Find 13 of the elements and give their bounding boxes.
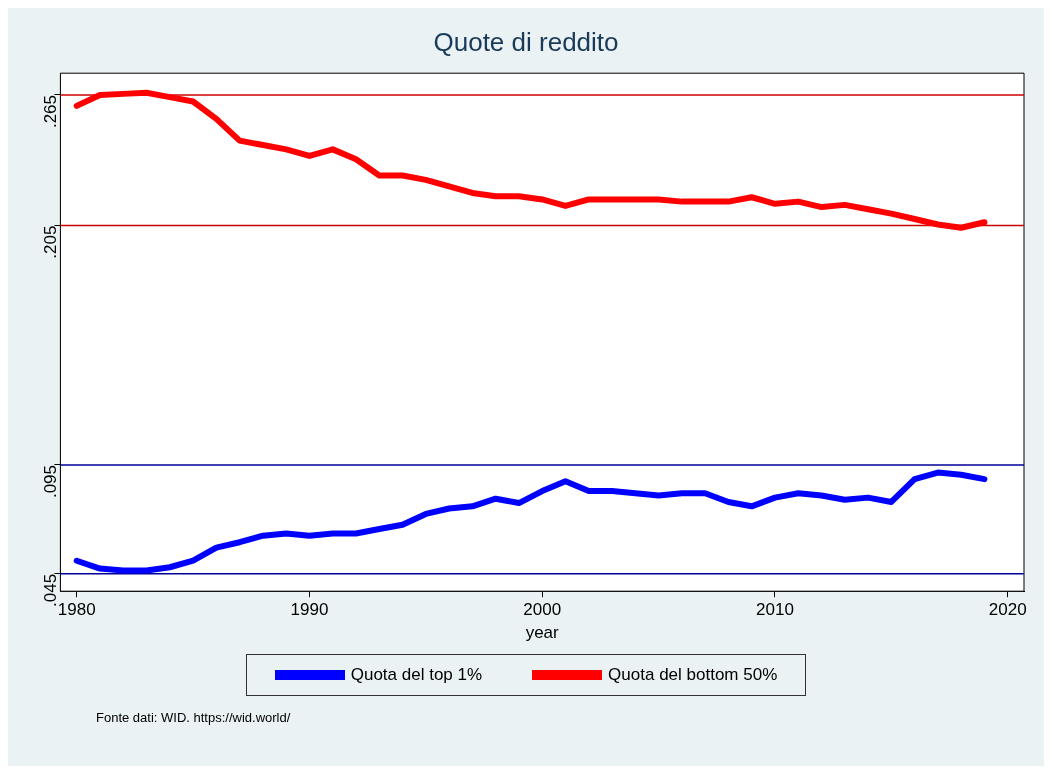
y-tick-label: .095: [41, 464, 61, 499]
x-tick-label: 1990: [290, 600, 329, 620]
x-tick-label: 2010: [756, 600, 794, 620]
x-tick-label: 2020: [988, 600, 1027, 620]
y-tick-label: .265: [41, 94, 61, 129]
y-tick-label: .205: [41, 225, 61, 259]
x-axis-title: year: [525, 623, 560, 643]
x-tick-label: 1980: [57, 600, 96, 620]
source-note: Fonte dati: WID. https://wid.world/: [95, 710, 292, 725]
chart-title: Quote di reddito: [433, 26, 619, 57]
legend-label: Quota del top 1%: [350, 665, 483, 685]
x-tick-label: 2000: [523, 600, 562, 620]
legend-label: Quota del bottom 50%: [608, 665, 778, 685]
